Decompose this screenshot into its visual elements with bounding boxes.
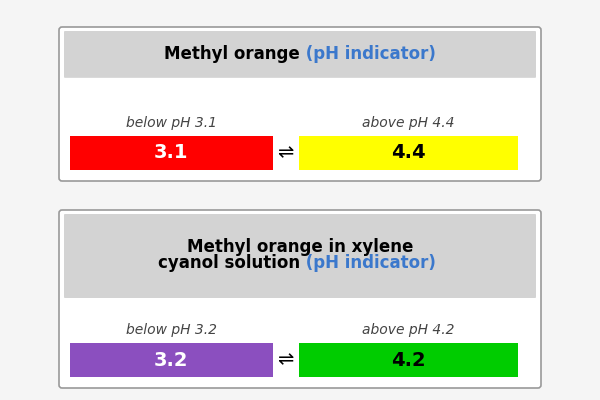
Text: (pH indicator): (pH indicator) — [300, 46, 436, 64]
FancyBboxPatch shape — [70, 343, 272, 377]
FancyBboxPatch shape — [64, 31, 536, 78]
Text: cyanol solution: cyanol solution — [158, 254, 300, 272]
Text: 4.2: 4.2 — [391, 350, 425, 370]
Text: below pH 3.2: below pH 3.2 — [126, 323, 217, 337]
Text: above pH 4.2: above pH 4.2 — [362, 323, 455, 337]
Text: 3.1: 3.1 — [154, 144, 188, 162]
Text: below pH 3.1: below pH 3.1 — [126, 116, 217, 130]
FancyBboxPatch shape — [299, 136, 518, 170]
Text: 3.2: 3.2 — [154, 350, 188, 370]
Text: above pH 4.4: above pH 4.4 — [362, 116, 455, 130]
FancyBboxPatch shape — [59, 210, 541, 388]
FancyBboxPatch shape — [70, 136, 272, 170]
Text: 4.4: 4.4 — [391, 144, 425, 162]
Text: Methyl orange: Methyl orange — [164, 46, 300, 64]
Text: ⇌: ⇌ — [277, 144, 294, 162]
Text: ⇌: ⇌ — [277, 350, 294, 370]
Text: Methyl orange in xylene: Methyl orange in xylene — [187, 238, 413, 256]
FancyBboxPatch shape — [59, 27, 541, 181]
FancyBboxPatch shape — [299, 343, 518, 377]
Text: (pH indicator): (pH indicator) — [300, 254, 436, 272]
FancyBboxPatch shape — [64, 214, 536, 298]
